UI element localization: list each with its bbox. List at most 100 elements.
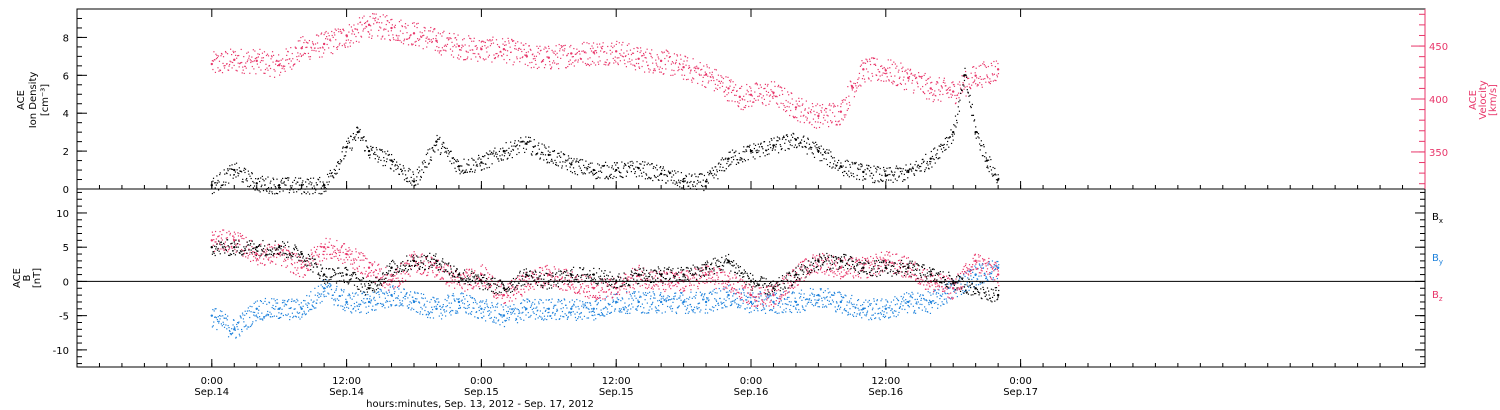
- by-sample: [888, 307, 891, 309]
- density-sample: [266, 188, 269, 190]
- velocity-sample: [224, 65, 226, 67]
- velocity-sample: [882, 72, 884, 74]
- density-sample: [704, 185, 707, 187]
- by-sample: [733, 292, 735, 295]
- density-sample: [966, 89, 968, 91]
- by-sample: [882, 306, 884, 308]
- density-sample: [807, 137, 809, 139]
- velocity-sample: [614, 56, 616, 58]
- density-sample: [867, 168, 869, 170]
- by-sample: [932, 300, 935, 302]
- by-sample: [488, 309, 490, 312]
- velocity-sample: [488, 54, 491, 56]
- by-sample: [875, 317, 877, 319]
- by-sample: [654, 297, 656, 299]
- by-sample: [595, 300, 597, 302]
- by-sample: [966, 284, 968, 286]
- velocity-sample: [962, 83, 965, 85]
- velocity-sample: [912, 74, 914, 76]
- by-sample: [573, 301, 576, 303]
- by-sample: [227, 315, 229, 317]
- by-sample: [890, 301, 892, 303]
- density-sample: [785, 138, 787, 141]
- velocity-sample: [975, 67, 977, 69]
- density-sample: [534, 145, 536, 147]
- density-sample: [471, 171, 474, 173]
- velocity-sample: [482, 58, 484, 60]
- velocity-sample: [333, 32, 335, 34]
- by-sample: [310, 291, 312, 293]
- velocity-sample: [830, 105, 832, 107]
- density-point-32: [907, 170, 910, 174]
- velocity-sample: [661, 67, 663, 70]
- velocity-sample: [799, 121, 801, 123]
- density-sample: [728, 151, 730, 153]
- density-sample: [572, 160, 574, 162]
- by-sample: [745, 295, 747, 297]
- density-sample: [943, 147, 945, 149]
- by-sample: [905, 299, 907, 301]
- velocity-sample: [476, 47, 478, 49]
- by-sample: [499, 314, 502, 316]
- velocity-sample: [770, 89, 772, 91]
- by-sample: [635, 308, 638, 310]
- top-panel-frame: [76, 8, 1426, 190]
- density-sample: [632, 162, 634, 164]
- velocity-sample: [895, 67, 897, 69]
- density-sample: [897, 168, 899, 170]
- by-sample: [565, 314, 568, 316]
- velocity-sample: [577, 59, 579, 61]
- velocity-sample: [631, 52, 634, 54]
- velocity-sample: [673, 69, 675, 72]
- velocity-sample: [693, 67, 695, 69]
- by-sample: [516, 322, 519, 324]
- by-sample: [603, 307, 605, 309]
- velocity-sample: [779, 86, 782, 88]
- by-sample: [784, 303, 786, 305]
- velocity-sample: [864, 81, 866, 83]
- velocity-sample: [554, 50, 556, 52]
- by-sample: [633, 291, 635, 293]
- density-sample: [488, 166, 490, 169]
- density-sample: [496, 156, 498, 158]
- density-sample: [798, 143, 800, 145]
- by-sample: [321, 286, 324, 288]
- by-sample: [787, 291, 790, 293]
- by-sample: [910, 303, 912, 305]
- velocity-sample: [374, 18, 376, 20]
- density-sample: [608, 175, 611, 178]
- density-sample: [215, 184, 217, 186]
- velocity-sample: [670, 74, 672, 77]
- density-sample: [746, 146, 748, 148]
- density-sample: [706, 178, 708, 181]
- velocity-sample: [755, 82, 757, 84]
- velocity-sample: [240, 62, 242, 64]
- by-sample: [961, 287, 963, 290]
- density-sample: [625, 175, 627, 177]
- density-sample: [441, 143, 443, 145]
- bz-sample: [264, 264, 266, 266]
- by-sample: [237, 322, 240, 324]
- density-sample: [439, 136, 441, 139]
- by-sample: [752, 292, 754, 294]
- density-sample: [497, 158, 499, 160]
- bz-sample: [245, 245, 248, 247]
- velocity-sample: [758, 95, 760, 97]
- bz-sample: [214, 241, 216, 243]
- velocity-sample: [845, 96, 847, 99]
- density-sample: [653, 166, 655, 168]
- density-sample: [984, 156, 986, 158]
- density-sample: [310, 184, 312, 186]
- velocity-sample: [366, 20, 368, 23]
- velocity-sample: [619, 60, 621, 62]
- density-sample: [690, 180, 692, 183]
- velocity-sample: [995, 60, 998, 62]
- density-sample: [966, 76, 968, 79]
- velocity-sample: [873, 63, 875, 66]
- by-sample: [419, 311, 422, 313]
- velocity-sample: [761, 102, 763, 104]
- density-sample: [591, 162, 593, 164]
- velocity-sample: [711, 74, 713, 76]
- density-sample: [619, 175, 621, 177]
- by-sample: [441, 314, 444, 316]
